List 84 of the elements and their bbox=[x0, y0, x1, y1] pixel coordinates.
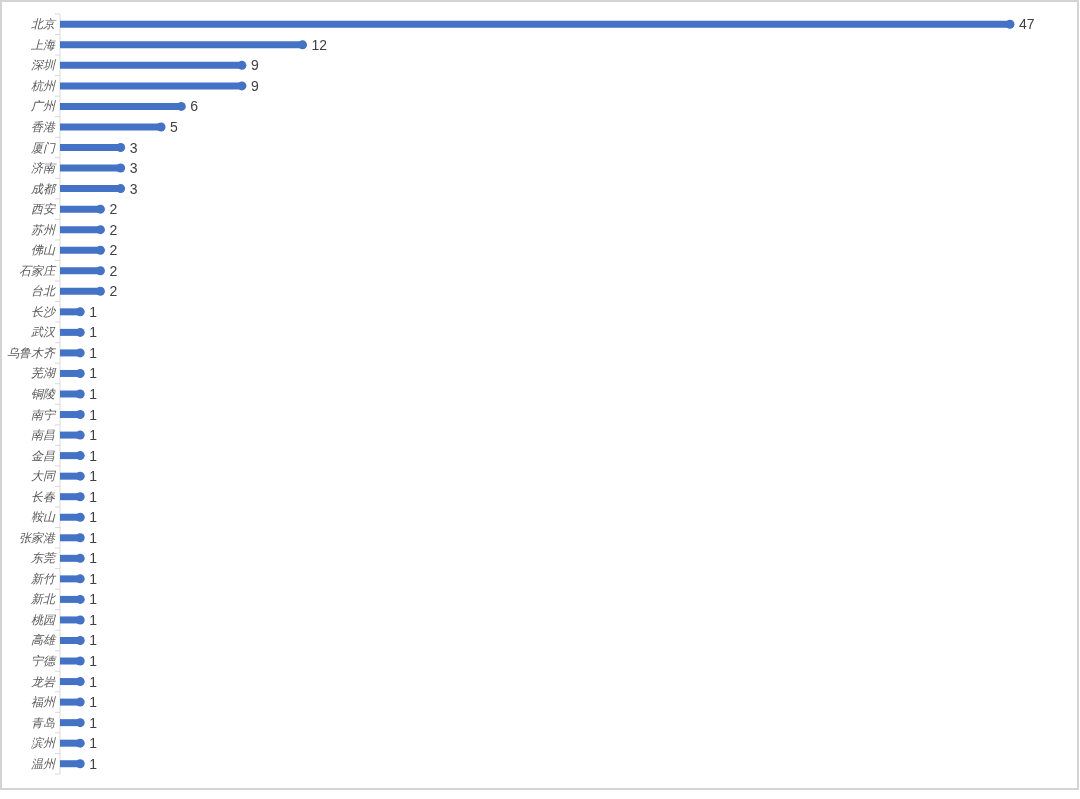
point bbox=[1005, 19, 1015, 29]
y-tick-label: 宁德 bbox=[31, 654, 57, 669]
data-label: 1 bbox=[89, 447, 98, 464]
data-label: 1 bbox=[89, 509, 98, 526]
data-label: 5 bbox=[170, 118, 179, 135]
data-label: 12 bbox=[311, 36, 328, 53]
y-tick-label: 张家港 bbox=[19, 530, 56, 545]
data-label: 2 bbox=[109, 201, 118, 218]
data-label: 9 bbox=[250, 77, 259, 94]
data-label: 1 bbox=[89, 632, 98, 649]
data-label: 1 bbox=[89, 550, 98, 567]
y-tick-label: 新竹 bbox=[31, 571, 57, 586]
data-label: 1 bbox=[89, 611, 98, 628]
y-tick-label: 东莞 bbox=[31, 551, 57, 566]
y-tick-label: 石家庄 bbox=[19, 263, 57, 278]
y-tick-label: 西安 bbox=[31, 202, 56, 217]
point bbox=[237, 81, 247, 91]
y-tick-label: 武汉 bbox=[31, 325, 56, 340]
y-tick-label: 广州 bbox=[31, 99, 57, 114]
data-label: 1 bbox=[89, 406, 98, 423]
data-label: 2 bbox=[109, 283, 118, 300]
point bbox=[156, 122, 166, 132]
data-label: 1 bbox=[89, 591, 98, 608]
data-label: 1 bbox=[89, 324, 98, 341]
y-tick-label: 南昌 bbox=[31, 428, 55, 443]
y-tick-label: 济南 bbox=[31, 161, 57, 176]
y-tick-label: 长春 bbox=[31, 489, 56, 504]
point bbox=[116, 163, 126, 173]
y-tick-label: 温州 bbox=[31, 756, 57, 771]
data-label: 1 bbox=[89, 755, 98, 772]
data-label: 1 bbox=[89, 714, 98, 731]
data-label: 2 bbox=[109, 242, 118, 259]
data-label: 6 bbox=[190, 98, 199, 115]
y-tick-label: 滨州 bbox=[31, 736, 57, 751]
data-label: 1 bbox=[89, 365, 98, 382]
data-label: 9 bbox=[250, 57, 259, 74]
y-tick-label: 铜陵 bbox=[31, 387, 56, 401]
y-tick-label: 北京 bbox=[31, 17, 57, 32]
data-label: 2 bbox=[109, 262, 118, 279]
data-label: 3 bbox=[129, 180, 138, 197]
data-label: 1 bbox=[89, 694, 98, 711]
data-label: 47 bbox=[1019, 16, 1035, 33]
y-tick-label: 乌鲁木齐 bbox=[7, 345, 57, 360]
data-label: 1 bbox=[89, 735, 98, 752]
data-label: 1 bbox=[89, 427, 98, 444]
y-tick-label: 大同 bbox=[31, 469, 57, 484]
data-label: 1 bbox=[89, 386, 98, 402]
y-tick-label: 上海 bbox=[31, 37, 56, 52]
y-tick-label: 金昌 bbox=[31, 448, 55, 463]
y-tick-label: 厦门 bbox=[31, 140, 56, 155]
data-label: 1 bbox=[89, 673, 98, 690]
y-tick-label: 香港 bbox=[31, 119, 56, 134]
point bbox=[75, 492, 85, 502]
y-tick-label: 高雄 bbox=[31, 633, 57, 648]
data-label: 1 bbox=[89, 468, 98, 485]
y-tick-label: 福州 bbox=[31, 695, 57, 710]
y-tick-label: 青岛 bbox=[31, 715, 55, 730]
y-tick-label: 长沙 bbox=[31, 304, 57, 319]
data-label: 1 bbox=[89, 344, 98, 361]
y-tick-label: 佛山 bbox=[31, 243, 56, 258]
y-tick-label: 鞍山 bbox=[31, 510, 56, 525]
y-tick-label: 龙岩 bbox=[31, 674, 56, 689]
y-tick-label: 成都 bbox=[31, 181, 57, 196]
point bbox=[75, 718, 85, 728]
data-label: 1 bbox=[89, 570, 98, 587]
data-label: 1 bbox=[89, 303, 98, 320]
y-tick-label: 台北 bbox=[31, 284, 57, 299]
point bbox=[75, 533, 85, 543]
data-label: 1 bbox=[89, 653, 98, 670]
y-tick-label: 芜湖 bbox=[31, 366, 57, 381]
data-label: 3 bbox=[129, 139, 138, 156]
y-tick-label: 桃园 bbox=[31, 612, 56, 627]
y-tick-label: 南宁 bbox=[31, 407, 57, 422]
point bbox=[75, 759, 85, 769]
data-label: 1 bbox=[89, 529, 98, 546]
data-label: 2 bbox=[109, 221, 118, 238]
point bbox=[237, 60, 247, 70]
y-tick-label: 新北 bbox=[31, 592, 57, 607]
data-label: 3 bbox=[129, 160, 138, 177]
y-tick-label: 深圳 bbox=[31, 58, 57, 73]
data-label: 1 bbox=[89, 488, 98, 505]
y-tick-label: 苏州 bbox=[31, 222, 57, 237]
point bbox=[298, 40, 308, 50]
y-tick-label: 杭州 bbox=[31, 78, 57, 93]
